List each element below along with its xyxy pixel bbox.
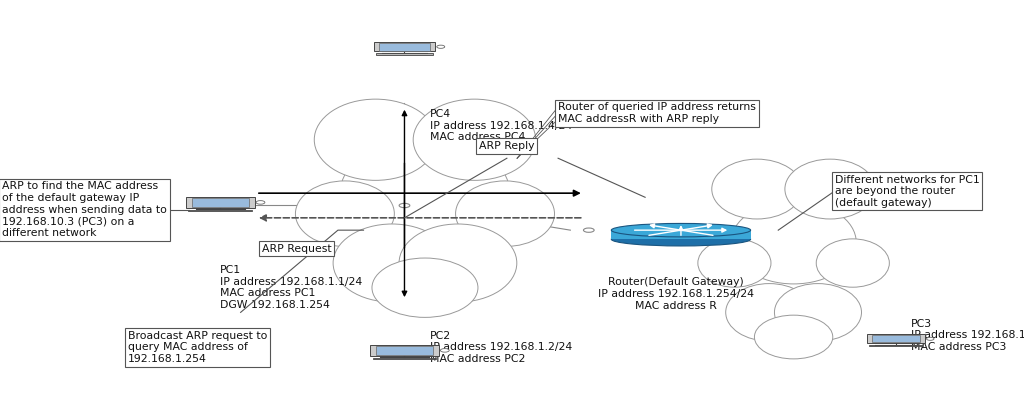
FancyBboxPatch shape — [376, 53, 433, 55]
Text: PC4
IP address 192.168.1.4/24
MAC address PC4: PC4 IP address 192.168.1.4/24 MAC addres… — [430, 109, 572, 142]
Ellipse shape — [712, 159, 803, 219]
Text: ARP Request: ARP Request — [262, 244, 332, 254]
Ellipse shape — [295, 181, 394, 247]
Circle shape — [584, 228, 594, 232]
Ellipse shape — [372, 258, 478, 317]
Circle shape — [437, 45, 444, 48]
Text: ARP Reply: ARP Reply — [479, 141, 535, 151]
Text: Router of queried IP address returns
MAC addressR with ARP reply: Router of queried IP address returns MAC… — [558, 102, 756, 124]
Ellipse shape — [755, 315, 833, 359]
Text: PC1
IP address 192.168.1.1/24
MAC address PC1
DGW 192.168.1.254: PC1 IP address 192.168.1.1/24 MAC addres… — [220, 265, 362, 310]
Text: Different networks for PC1
are beyond the router
(default gateway): Different networks for PC1 are beyond th… — [835, 175, 979, 208]
Ellipse shape — [340, 137, 510, 249]
FancyBboxPatch shape — [866, 335, 926, 343]
Ellipse shape — [456, 181, 555, 247]
Ellipse shape — [784, 159, 876, 219]
Text: PC2
IP address 192.168.1.2/24
MAC address PC2: PC2 IP address 192.168.1.2/24 MAC addres… — [430, 331, 572, 364]
Ellipse shape — [611, 233, 751, 246]
Circle shape — [399, 203, 410, 208]
FancyBboxPatch shape — [191, 198, 249, 207]
FancyBboxPatch shape — [370, 345, 439, 356]
Ellipse shape — [726, 284, 813, 341]
Text: ARP to find the MAC address
of the default gateway IP
address when sending data : ARP to find the MAC address of the defau… — [2, 181, 167, 238]
Text: Broadcast ARP request to
query MAC address of
192.168.1.254: Broadcast ARP request to query MAC addre… — [128, 331, 267, 364]
FancyBboxPatch shape — [188, 210, 252, 211]
FancyBboxPatch shape — [185, 197, 255, 208]
Ellipse shape — [413, 99, 536, 180]
Circle shape — [927, 337, 934, 340]
Ellipse shape — [333, 224, 451, 302]
Circle shape — [256, 201, 265, 204]
Ellipse shape — [731, 201, 856, 284]
Ellipse shape — [774, 284, 861, 341]
Text: Router(Default Gateway)
IP address 192.168.1.254/24
MAC address R: Router(Default Gateway) IP address 192.1… — [598, 277, 754, 311]
Ellipse shape — [399, 224, 517, 302]
FancyBboxPatch shape — [871, 335, 921, 342]
FancyBboxPatch shape — [611, 230, 751, 239]
FancyBboxPatch shape — [373, 358, 436, 359]
Circle shape — [440, 349, 450, 352]
Ellipse shape — [611, 224, 751, 237]
FancyBboxPatch shape — [868, 345, 924, 346]
Text: PC3
IP address 192.168.10.3/24
MAC address PC3: PC3 IP address 192.168.10.3/24 MAC addre… — [911, 319, 1024, 352]
Ellipse shape — [698, 239, 771, 287]
FancyBboxPatch shape — [374, 42, 435, 51]
Ellipse shape — [816, 239, 889, 287]
FancyBboxPatch shape — [376, 346, 433, 355]
FancyBboxPatch shape — [379, 43, 430, 51]
Ellipse shape — [314, 99, 436, 180]
